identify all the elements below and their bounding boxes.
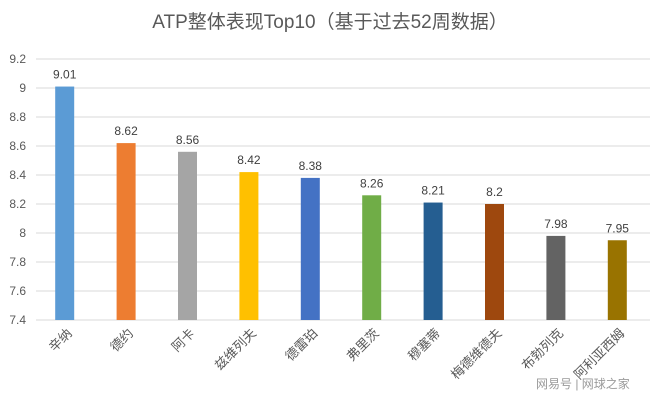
y-tick-label: 7.4 (9, 313, 26, 327)
bar (178, 151, 197, 320)
y-tick-label: 7.6 (9, 284, 26, 298)
y-tick-label: 9 (19, 81, 26, 95)
y-tick-label: 8.2 (9, 197, 26, 211)
x-axis-labels: 辛纳 德约 阿卡 兹维列夫 德雷珀 弗里茨 穆塞蒂 梅德维德夫 布勃列克 阿利亚西姆 (47, 326, 629, 383)
x-tick-label: 辛纳 (47, 326, 76, 355)
chart-title: ATP整体表现Top10（基于过去52周数据） (152, 11, 507, 33)
y-tick-label: 7.8 (9, 255, 26, 269)
x-tick-label: 梅德维德夫 (449, 326, 506, 383)
x-tick-label: 布勃列克 (519, 326, 566, 373)
data-label: 8.2 (486, 185, 503, 199)
bar (239, 172, 259, 320)
data-label: 8.42 (237, 153, 261, 167)
bar (485, 204, 504, 320)
gridlines (36, 58, 650, 321)
bar (607, 240, 627, 320)
watermark: 网易号 | 网球之家 (536, 376, 630, 391)
x-tick-label: 阿利亚西姆 (572, 326, 629, 383)
data-label: 8.21 (421, 184, 445, 198)
y-tick-label: 8.6 (9, 139, 26, 153)
y-tick-label: 9.2 (9, 52, 26, 66)
bar (300, 177, 320, 320)
x-tick-label: 穆塞蒂 (405, 326, 444, 365)
data-label: 9.01 (53, 68, 77, 82)
bar (546, 235, 566, 320)
data-label: 8.62 (114, 124, 138, 138)
y-tick-label: 8.8 (9, 110, 26, 124)
bars (55, 86, 627, 320)
bar (55, 86, 75, 320)
y-tick-label: 8.4 (9, 168, 26, 182)
x-tick-label: 弗里茨 (344, 326, 382, 364)
y-tick-label: 8 (19, 226, 26, 240)
data-labels: 9.01 8.62 8.56 8.42 8.38 8.26 8.21 8.2 7.98 7.95 (53, 68, 629, 236)
bar (362, 195, 382, 320)
bar (116, 143, 136, 320)
x-tick-label: 德约 (108, 326, 137, 355)
data-label: 8.26 (360, 176, 384, 190)
data-label: 7.98 (544, 217, 568, 231)
y-axis-ticks: 7.4 7.6 7.8 8 8.2 8.4 8.6 8.8 9 9.2 (9, 52, 26, 327)
x-tick-label: 阿卡 (169, 326, 198, 355)
bar (423, 202, 443, 320)
data-label: 8.38 (299, 159, 323, 173)
x-tick-label: 德雷珀 (283, 326, 321, 364)
data-label: 7.95 (606, 221, 630, 235)
data-label: 8.56 (176, 133, 200, 147)
x-tick-label: 兹维列夫 (212, 326, 259, 373)
